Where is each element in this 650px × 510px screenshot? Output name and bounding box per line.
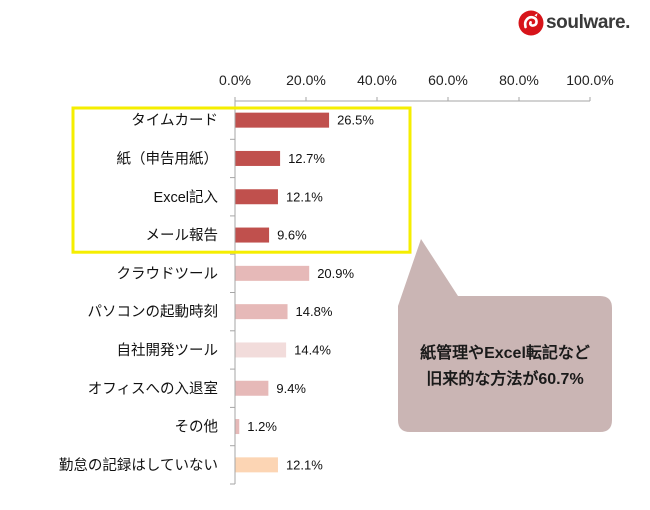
value-label: 9.4% [276, 381, 306, 396]
callout-line: 紙管理やExcel転記など [420, 343, 590, 362]
callout-line: 旧来的な方法が60.7% [426, 369, 583, 388]
soulware-logo: soulware. [518, 9, 630, 37]
category-label: 勤怠の記録はしていない [59, 457, 218, 474]
category-label: Excel記入 [154, 189, 218, 206]
x-tick-label: 20.0% [286, 72, 326, 88]
x-tick-label: 60.0% [428, 72, 468, 88]
value-labels-group: 26.5% 12.7% 12.1% 9.6% 20.9% 14.8% 14.4% 9.4% 1.… [247, 113, 374, 473]
value-label: 26.5% [337, 113, 374, 128]
category-label: オフィスへの入退室 [88, 380, 218, 397]
category-label: その他 [175, 419, 219, 436]
x-tick-label: 40.0% [357, 72, 397, 88]
logo-text: soulware. [546, 12, 631, 33]
value-label: 12.1% [286, 189, 323, 204]
bar [235, 265, 310, 281]
x-tick-label: 0.0% [219, 72, 251, 88]
soulware-swirl-icon [518, 10, 544, 36]
category-label: パソコンの起動時刻 [88, 304, 219, 321]
bar [235, 304, 288, 320]
bar [235, 342, 287, 358]
category-label: クラウドツール [117, 265, 219, 282]
bar [235, 112, 330, 128]
bar [235, 457, 278, 473]
value-label: 14.4% [294, 342, 331, 357]
value-label: 14.8% [296, 304, 333, 319]
bar [235, 227, 270, 243]
bar [235, 380, 269, 396]
callout-shape [398, 239, 612, 432]
value-label: 9.6% [277, 228, 307, 243]
bar [235, 150, 281, 166]
axes-group: 0.0% 20.0% 40.0% 60.0% 80.0% 100.0% [219, 72, 614, 485]
value-label: 12.7% [288, 151, 325, 166]
callout-bubble: 紙管理やExcel転記など 旧来的な方法が60.7% [398, 239, 612, 432]
x-tick-label: 80.0% [499, 72, 539, 88]
category-label: 紙（申告用紙） [117, 150, 219, 167]
bar [235, 419, 240, 435]
value-label: 1.2% [247, 419, 277, 434]
category-label: メール報告 [146, 227, 219, 244]
category-label: 自社開発ツール [117, 342, 219, 359]
category-label: タイムカード [131, 112, 218, 129]
value-label: 12.1% [286, 457, 323, 472]
value-label: 20.9% [317, 266, 354, 281]
x-tick-label: 100.0% [566, 72, 613, 88]
highlight-group [71, 106, 412, 254]
highlight-box [71, 106, 412, 254]
bars-group [235, 112, 330, 473]
bar [235, 189, 278, 205]
